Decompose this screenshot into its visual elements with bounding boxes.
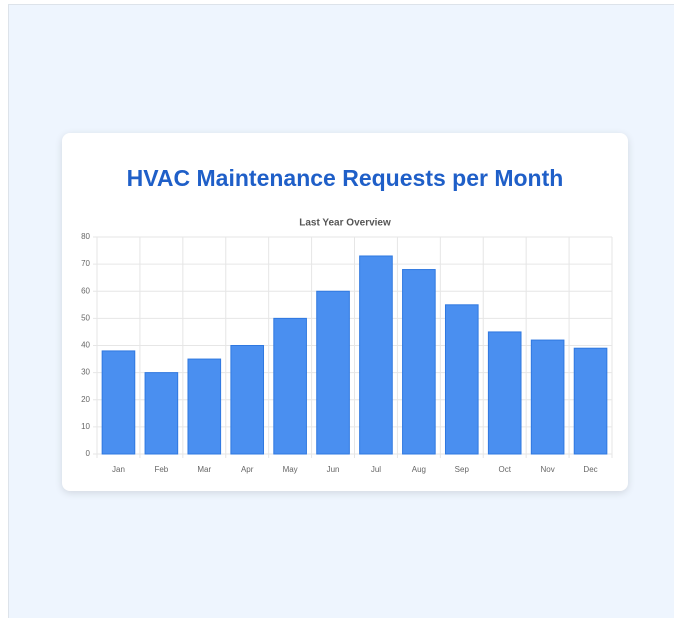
bar [487, 331, 522, 455]
y-tick-label: 0 [86, 449, 91, 458]
x-tick-label: Jun [327, 465, 340, 474]
bar [187, 358, 222, 455]
bar [101, 350, 136, 455]
bar [444, 304, 479, 455]
x-tick-label: Sep [455, 465, 470, 474]
x-tick-label: Jul [371, 465, 381, 474]
y-tick-label: 70 [81, 259, 90, 268]
x-tick-label: Jan [112, 465, 125, 474]
chart-subtitle: Last Year Overview [299, 218, 391, 229]
x-tick-label: Dec [583, 465, 597, 474]
bar [273, 317, 307, 455]
x-tick-label: Mar [197, 465, 211, 474]
x-tick-label: May [283, 465, 298, 474]
y-tick-label: 60 [81, 286, 90, 295]
y-tick-label: 30 [81, 368, 90, 377]
y-tick-label: 20 [81, 395, 90, 404]
y-tick-label: 50 [81, 313, 90, 322]
x-tick-label: Nov [541, 465, 555, 474]
x-tick-label: Aug [412, 465, 426, 474]
x-tick-label: Oct [498, 465, 511, 474]
y-tick-label: 10 [81, 422, 90, 431]
bar [573, 347, 608, 455]
bar [144, 372, 179, 455]
bar [316, 290, 350, 455]
x-tick-label: Feb [154, 465, 168, 474]
bar [359, 255, 393, 455]
bar [530, 339, 565, 455]
chart-title: HVAC Maintenance Requests per Month [127, 165, 564, 191]
bar [230, 345, 265, 455]
y-tick-label: 40 [81, 341, 90, 350]
bar [402, 269, 436, 455]
x-tick-label: Apr [241, 465, 254, 474]
y-tick-label: 80 [81, 232, 90, 241]
